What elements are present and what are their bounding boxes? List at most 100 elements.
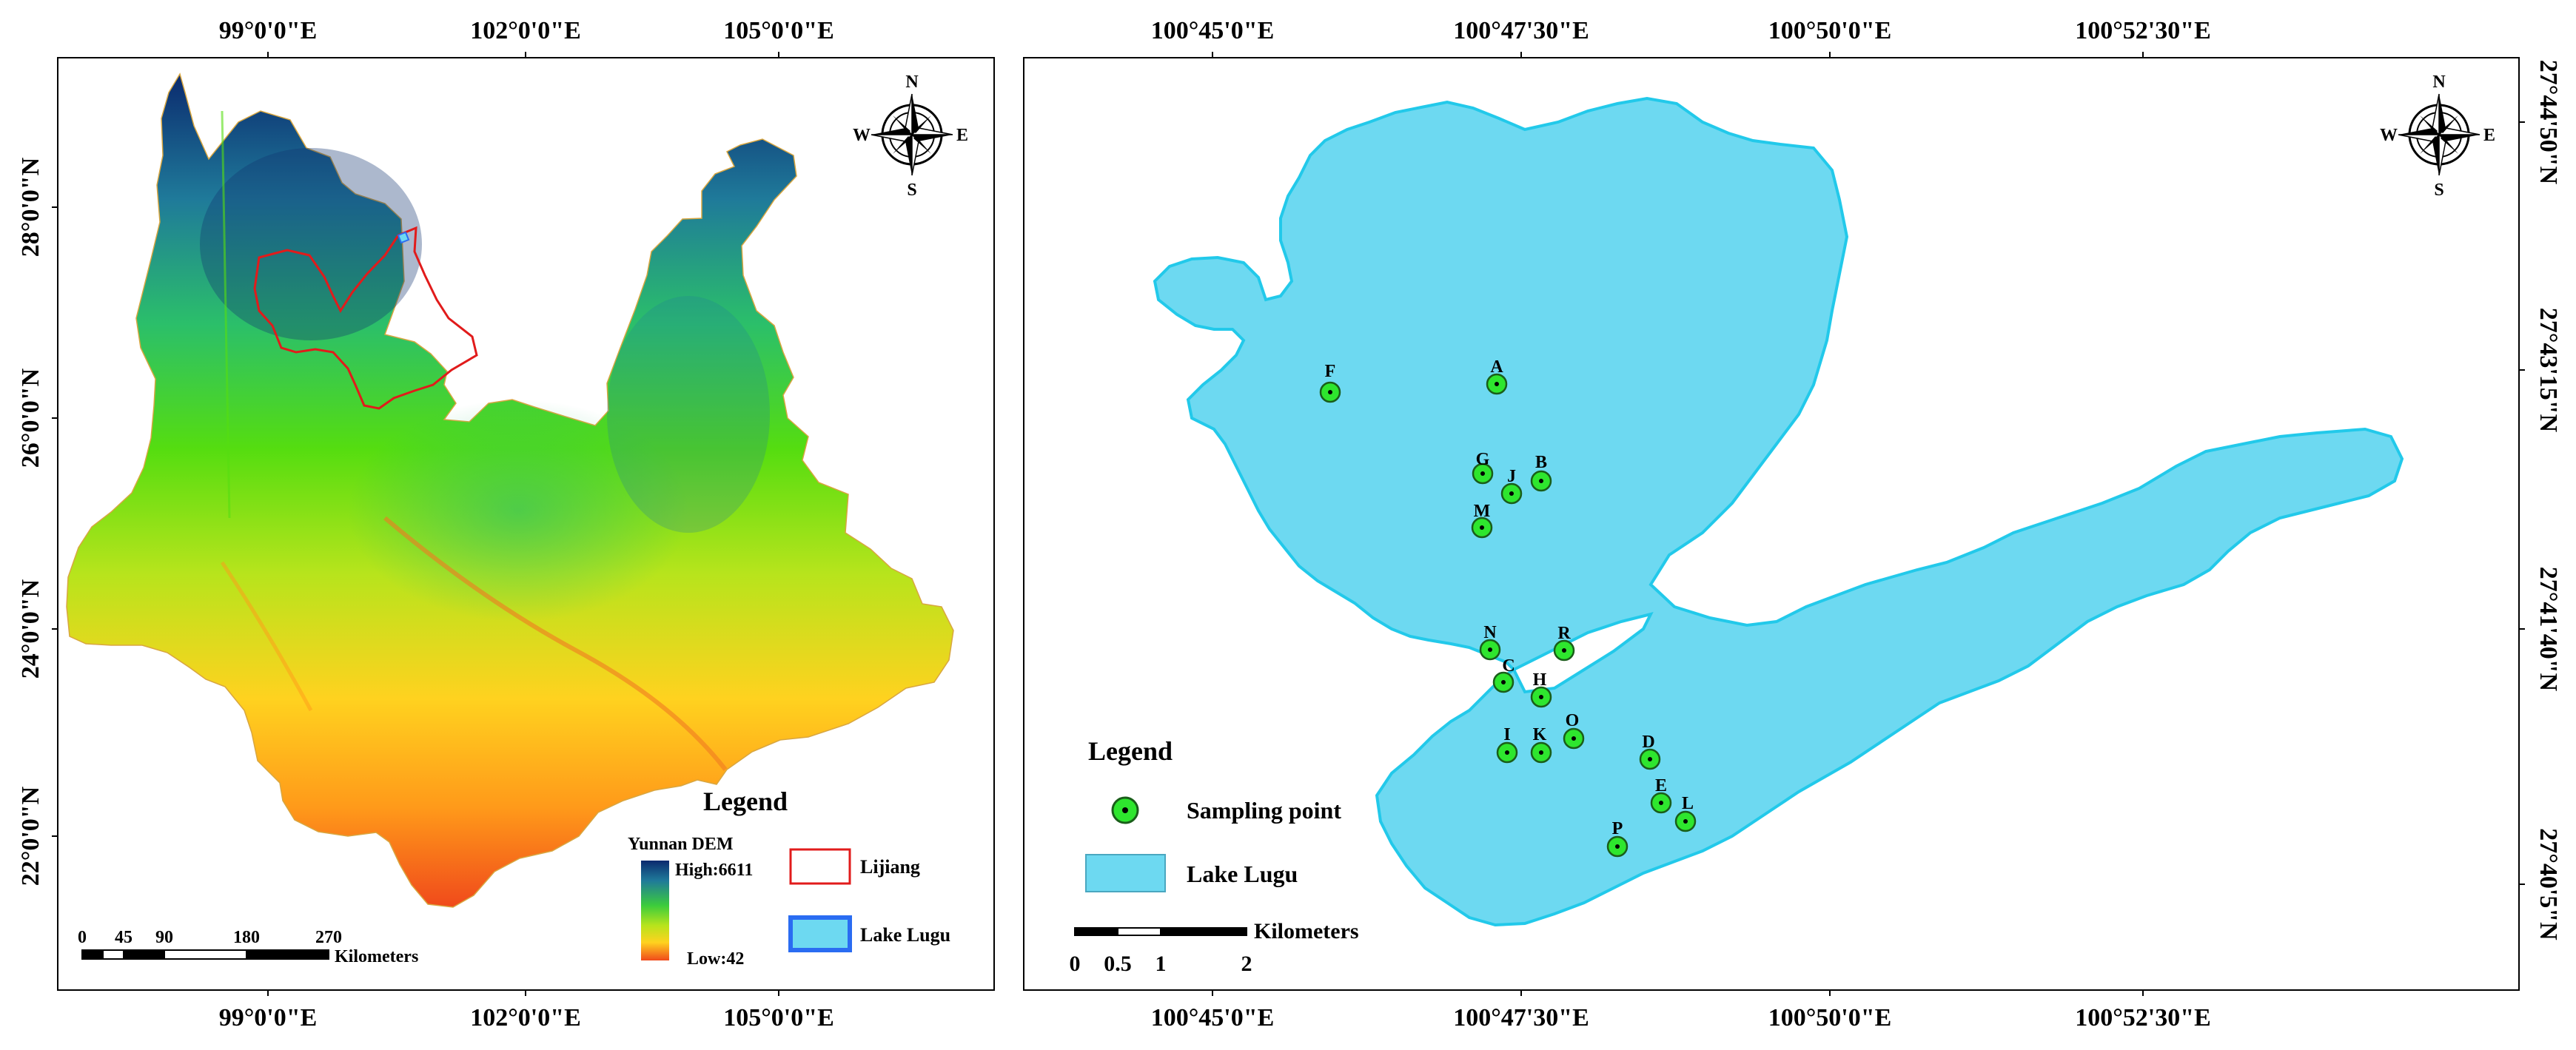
- right-bottom-tick-label: 100°50'0"E: [1768, 1004, 1892, 1032]
- sampling-point: B: [1530, 453, 1552, 492]
- right-side-tick-label: 27°41'40"N: [2535, 567, 2562, 692]
- right-frame-ticks: [1212, 52, 2525, 996]
- sampling-point-label: P: [1612, 819, 1623, 838]
- lake-lugu-marker: [397, 231, 410, 244]
- sampling-point-label: O: [1566, 711, 1580, 730]
- river-valley-line: [220, 561, 313, 712]
- compass-n-label: N: [2432, 73, 2446, 92]
- left-top-tick-label: 102°0'0"E: [470, 17, 581, 44]
- compass-s-label: S: [2434, 181, 2443, 200]
- sampling-point: K: [1530, 725, 1552, 764]
- sampling-point: L: [1674, 794, 1697, 832]
- compass-e-label: E: [2483, 126, 2495, 145]
- dem-high-label: High:6611: [675, 861, 753, 880]
- right-scale-tick-label: 1: [1155, 952, 1167, 976]
- northeast-shade: [607, 296, 770, 533]
- lijiang-legend-swatch: [789, 848, 851, 885]
- left-bottom-tick-label: 99°0'0"E: [219, 1004, 318, 1032]
- sampling-point-label: F: [1325, 362, 1336, 381]
- sampling-point-label: C: [1502, 656, 1515, 676]
- river-valley-line: [221, 110, 231, 519]
- sampling-point: A: [1486, 357, 1508, 395]
- right-bottom-tick-label: 100°52'30"E: [2075, 1004, 2211, 1032]
- left-legend-title: Legend: [703, 787, 788, 816]
- river-valley-line: [383, 516, 728, 771]
- sampling-point-label: N: [1483, 623, 1497, 642]
- sampling-point: D: [1639, 733, 1661, 770]
- sampling-point: P: [1606, 819, 1629, 858]
- right-side-tick-label: 27°43'15"N: [2535, 308, 2562, 433]
- right-side-tick-label: 27°44'50"N: [2535, 60, 2562, 185]
- sampling-point: C: [1492, 656, 1515, 693]
- right-top-tick-label: 100°45'0"E: [1151, 17, 1275, 44]
- scale-tick-label: 0: [78, 928, 87, 947]
- sampling-point-label: D: [1642, 733, 1654, 752]
- north-arrow-icon: [2398, 93, 2481, 176]
- left-side-tick-label: 28°0'0"N: [17, 157, 44, 257]
- right-scale-tick-label: 0.5: [1104, 952, 1132, 976]
- compass-n-label: N: [905, 73, 919, 92]
- highland-shade: [200, 148, 422, 340]
- sampling-point: H: [1530, 670, 1552, 708]
- scale-tick-label: 45: [115, 928, 133, 947]
- right-map-panel: 100°45'0"E 100°47'30"E 100°50'0"E 100°52…: [1023, 17, 2562, 1032]
- midland-patch: [348, 400, 688, 622]
- sampling-point-legend-dot: [1122, 807, 1128, 813]
- lake-legend-swatch: [788, 915, 852, 952]
- right-top-tick-label: 100°47'30"E: [1453, 17, 1589, 44]
- sampling-point-label: K: [1533, 725, 1547, 744]
- left-map-panel: 99°0'0"E 102°0'0"E 105°0'0"E 99°0'0"E 10…: [17, 17, 995, 1032]
- right-bottom-tick-label: 100°47'30"E: [1453, 1004, 1589, 1032]
- sampling-point: O: [1563, 711, 1585, 750]
- north-arrow-icon: [871, 93, 953, 176]
- dem-color-ramp: [641, 861, 669, 960]
- scale-tick-label: 180: [233, 928, 260, 947]
- sampling-points-layer: A F G J B M N R C H O I K D E L P: [1319, 357, 1697, 858]
- sampling-point-label: R: [1557, 624, 1571, 643]
- sampling-point: M: [1471, 502, 1493, 539]
- dem-low-label: Low:42: [687, 949, 744, 969]
- compass-e-label: E: [956, 126, 968, 145]
- sampling-point: E: [1650, 776, 1672, 814]
- sampling-point: R: [1553, 624, 1575, 662]
- left-scale-bar: [81, 949, 329, 960]
- sampling-point: I: [1496, 725, 1518, 764]
- sampling-point-label: I: [1503, 725, 1510, 744]
- scale-tick-label: 270: [315, 928, 342, 947]
- sampling-point-label: M: [1474, 502, 1491, 521]
- sampling-point: N: [1479, 623, 1501, 661]
- lake-legend-label: Lake Lugu: [860, 924, 950, 946]
- left-bottom-tick-label: 105°0'0"E: [723, 1004, 834, 1032]
- sampling-point: F: [1319, 362, 1341, 403]
- right-scale-unit-label: Kilometers: [1254, 919, 1359, 943]
- right-top-tick-label: 100°52'30"E: [2075, 17, 2211, 44]
- left-side-tick-label: 26°0'0"N: [17, 368, 44, 468]
- left-side-tick-label: 22°0'0"N: [17, 786, 44, 886]
- lake-lugu-legend-label: Lake Lugu: [1187, 861, 1298, 887]
- dem-legend-title: Yunnan DEM: [628, 835, 734, 854]
- compass-w-label: W: [853, 126, 871, 145]
- sampling-point-label: J: [1507, 467, 1516, 486]
- compass-w-label: W: [2380, 126, 2398, 145]
- sampling-point-label: E: [1655, 776, 1667, 795]
- left-top-tick-label: 105°0'0"E: [723, 17, 834, 44]
- right-scale-tick-label: 2: [1241, 952, 1252, 976]
- right-scale-tick-label: 0: [1070, 952, 1081, 976]
- lake-lugu-shape: [1153, 96, 2404, 927]
- scale-tick-label: 90: [155, 928, 173, 947]
- lijiang-legend-label: Lijiang: [860, 856, 920, 878]
- sampling-point-label: B: [1535, 453, 1547, 472]
- left-frame-ticks: [52, 52, 779, 996]
- right-legend-title: Legend: [1088, 736, 1173, 766]
- sampling-point-label: A: [1490, 357, 1503, 377]
- left-bottom-tick-label: 102°0'0"E: [470, 1004, 581, 1032]
- sampling-point: J: [1500, 467, 1523, 505]
- right-top-tick-label: 100°50'0"E: [1768, 17, 1892, 44]
- sampling-point-label: H: [1533, 670, 1547, 690]
- lijiang-boundary: [253, 226, 478, 410]
- right-side-tick-label: 27°40'5"N: [2535, 828, 2562, 940]
- sampling-point-legend-label: Sampling point: [1187, 797, 1341, 824]
- right-bottom-tick-label: 100°45'0"E: [1151, 1004, 1275, 1032]
- sampling-point-label: G: [1476, 450, 1490, 469]
